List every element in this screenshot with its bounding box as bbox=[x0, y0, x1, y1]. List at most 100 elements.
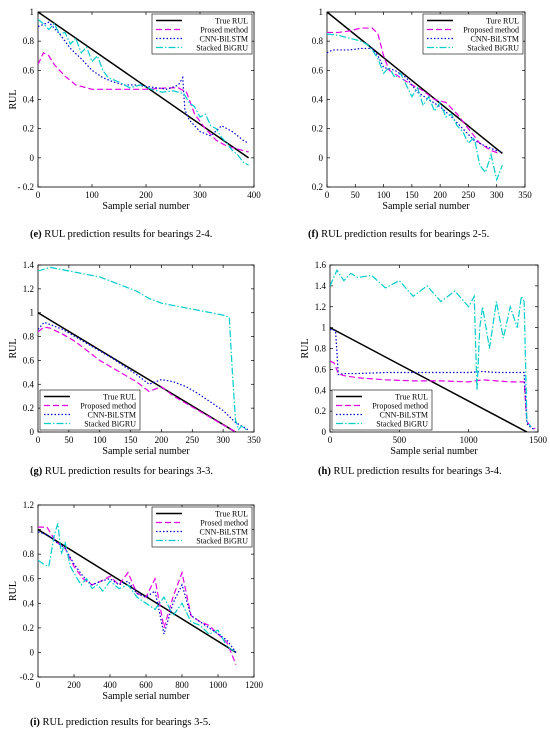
series-line-true-rul bbox=[38, 312, 236, 432]
x-tick-label: 200 bbox=[155, 435, 169, 445]
y-tick-label: 0.4 bbox=[23, 95, 35, 105]
series-line-proposed-method bbox=[38, 326, 236, 432]
x-axis-label: Sample serial number bbox=[102, 446, 190, 457]
y-axis-label: RUL bbox=[8, 581, 19, 601]
x-tick-label: 200 bbox=[67, 680, 81, 690]
y-tick-label: 0 bbox=[319, 153, 324, 163]
y-tick-label: -0.2 bbox=[20, 672, 34, 682]
legend-entry: Proposed method bbox=[372, 402, 428, 411]
legend-entry: Stacked BiGRU bbox=[467, 44, 519, 53]
x-tick-label: 300 bbox=[216, 435, 230, 445]
chart-h: 0 500 1000 1500 0 0.2 0.4 0.6 0.8 1 1.2 1.4 1.6 Sampl… bbox=[300, 260, 548, 477]
x-tick-label: 0 bbox=[36, 680, 41, 690]
legend-entry: True RUL bbox=[395, 393, 428, 402]
y-tick-label: 0.4 bbox=[23, 598, 35, 608]
x-tick-label: 50 bbox=[351, 190, 361, 200]
x-tick-label: 350 bbox=[247, 435, 261, 445]
series-line-ture-rul bbox=[327, 12, 503, 155]
x-tick-label: 0 bbox=[325, 190, 330, 200]
x-tick-label: 250 bbox=[186, 435, 200, 445]
series-line-proposed-method bbox=[330, 360, 536, 430]
legend-entry: CNN-BiLSTM bbox=[200, 528, 248, 537]
series-line-stacked-bigru bbox=[327, 33, 503, 182]
y-tick-label: 0.8 bbox=[23, 36, 35, 46]
chart-f: 0 50 100 150 200 250 300 3500.200.20.40.60.81Sa… bbox=[308, 7, 532, 240]
legend-entry: CNN-BiLSTM bbox=[380, 411, 428, 420]
y-tick-label: 1.2 bbox=[315, 302, 326, 312]
y-tick-label: 0.2 bbox=[23, 403, 34, 413]
x-tick-label: 800 bbox=[175, 680, 189, 690]
series-line-true-rul bbox=[38, 528, 237, 654]
legend-entry: Prosed method bbox=[200, 519, 248, 528]
x-tick-label: 1200 bbox=[245, 680, 264, 690]
legend-entry: Ture RUL bbox=[486, 17, 519, 26]
x-tick-label: 150 bbox=[124, 435, 138, 445]
x-tick-label: 350 bbox=[518, 190, 532, 200]
y-axis-label: RUL bbox=[8, 339, 19, 359]
x-axis-label: Sample serial number bbox=[102, 201, 190, 212]
x-tick-label: 300 bbox=[193, 190, 207, 200]
series-line-prosed-method bbox=[38, 526, 237, 665]
y-tick-label: 1 bbox=[30, 7, 35, 17]
series-line-cnn-bilstm bbox=[38, 21, 249, 144]
x-tick-label: 0 bbox=[36, 190, 41, 200]
x-tick-label: 1000 bbox=[209, 680, 228, 690]
y-tick-label: 1.6 bbox=[315, 260, 327, 270]
x-tick-label: 300 bbox=[490, 190, 504, 200]
y-tick-label: 0.8 bbox=[315, 344, 327, 354]
y-tick-label: 0.6 bbox=[312, 65, 324, 75]
series-line-proposed-method bbox=[327, 27, 500, 155]
y-tick-label: 0.6 bbox=[315, 364, 327, 374]
x-tick-label: 100 bbox=[93, 435, 107, 445]
x-axis-label: Sample serial number bbox=[390, 446, 478, 457]
legend-entry: Proposed method bbox=[463, 26, 519, 35]
y-tick-label: 0.4 bbox=[315, 385, 327, 395]
legend-entry: Stacked BiGRU bbox=[196, 44, 248, 53]
caption-text: RUL prediction results for bearings 3-3. bbox=[42, 466, 213, 477]
x-tick-label: 0 bbox=[36, 435, 41, 445]
series-line-cnn-bilstm bbox=[330, 329, 536, 431]
x-tick-label: 200 bbox=[139, 190, 153, 200]
y-tick-label: 0 bbox=[30, 427, 35, 437]
y-tick-label: 0.8 bbox=[312, 36, 324, 46]
legend-entry: Stacked BiGRU bbox=[84, 420, 136, 429]
x-tick-label: 400 bbox=[247, 190, 261, 200]
series-line-prosed-method bbox=[38, 51, 249, 153]
series-line-cnn-bilstm bbox=[38, 321, 249, 431]
legend-entry: True RUL bbox=[215, 510, 248, 519]
x-tick-label: 100 bbox=[85, 190, 99, 200]
figure-caption: (f) RUL prediction results for bearings … bbox=[308, 229, 489, 240]
y-tick-label: 0.8 bbox=[23, 332, 35, 342]
y-axis-label: RUL bbox=[300, 339, 311, 359]
x-tick-label: 0 bbox=[328, 435, 333, 445]
caption-letter: (h) bbox=[318, 466, 331, 477]
figure-caption: (h) RUL prediction results for bearings … bbox=[318, 466, 502, 477]
legend-entry: True RUL bbox=[103, 393, 136, 402]
x-axis-label: Sample serial number bbox=[102, 691, 190, 702]
x-axis-label: Sample serial number bbox=[382, 201, 470, 212]
y-axis-label: RUL bbox=[8, 90, 19, 110]
y-tick-label: 0 bbox=[322, 427, 327, 437]
x-tick-label: 1500 bbox=[529, 435, 548, 445]
y-tick-label: 0.2 bbox=[315, 406, 326, 416]
legend-entry: CNN-BiLSTM bbox=[88, 411, 136, 420]
series-line-stacked-bigru bbox=[38, 266, 249, 432]
chart-i: 0 200 400 600 800 1000 1200-0.200.20.40.60.811… bbox=[8, 500, 264, 728]
x-tick-label: 500 bbox=[393, 435, 407, 445]
y-tick-label: 0.6 bbox=[23, 65, 35, 75]
chart-g: 0 50 100 150 200 250 300 350 0 0.2 0.4 0.6 0.8 1 1.2 1.… bbox=[8, 260, 261, 477]
caption-letter: (e) bbox=[30, 229, 42, 240]
y-tick-label: 0 bbox=[30, 647, 35, 657]
y-tick-label: 0.8 bbox=[23, 549, 35, 559]
y-tick-label: 0.2 bbox=[23, 623, 34, 633]
series-line-cnn-bilstm bbox=[327, 47, 503, 153]
x-tick-label: 1000 bbox=[460, 435, 479, 445]
caption-text: RUL prediction results for bearings 3-4. bbox=[331, 466, 502, 477]
caption-letter: (f) bbox=[308, 229, 319, 240]
